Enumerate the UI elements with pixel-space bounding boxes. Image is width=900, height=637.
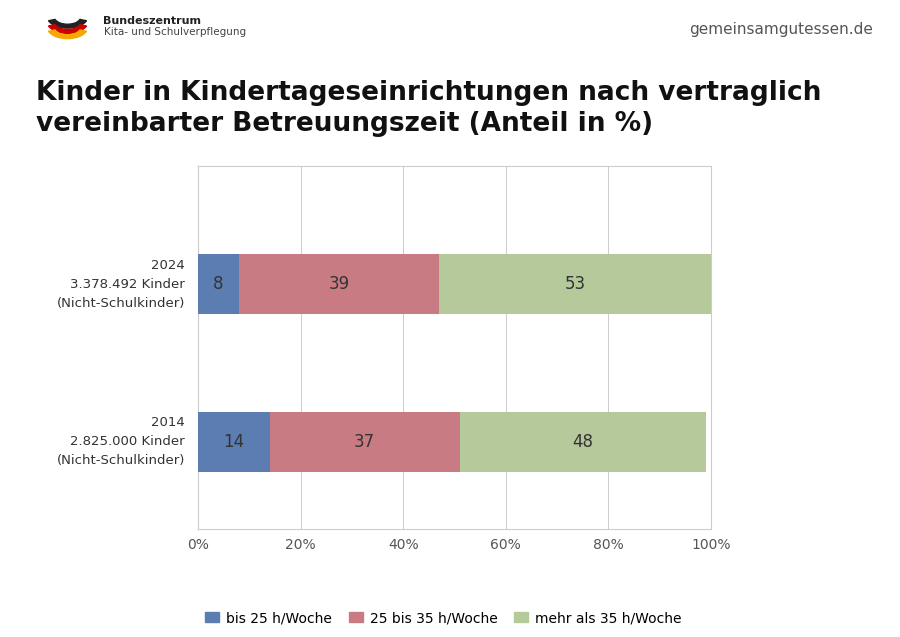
Text: 37: 37 [355,433,375,451]
Bar [239,254,439,314]
Wedge shape [49,30,86,39]
Text: vereinbarter Betreuungszeit (Anteil in %): vereinbarter Betreuungszeit (Anteil in %… [36,111,653,138]
Bar [460,412,706,472]
Text: Kita- und Schulverpflegung: Kita- und Schulverpflegung [104,27,246,37]
Bar [270,412,460,472]
Text: 8: 8 [213,275,224,293]
Wedge shape [49,19,86,28]
Text: Bundeszentrum: Bundeszentrum [104,16,202,26]
Text: 53: 53 [564,275,586,293]
Text: 39: 39 [328,275,349,293]
Text: gemeinsamgutessen.de: gemeinsamgutessen.de [689,22,873,38]
Text: 48: 48 [572,433,593,451]
Text: Kinder in Kindertageseinrichtungen nach vertraglich: Kinder in Kindertageseinrichtungen nach … [36,80,822,106]
Legend: bis 25 h/Woche, 25 bis 35 h/Woche, mehr als 35 h/Woche: bis 25 h/Woche, 25 bis 35 h/Woche, mehr … [200,606,687,631]
Bar [439,254,711,314]
Bar [198,412,270,472]
Text: 14: 14 [223,433,245,451]
Wedge shape [49,25,86,33]
Bar [198,254,239,314]
